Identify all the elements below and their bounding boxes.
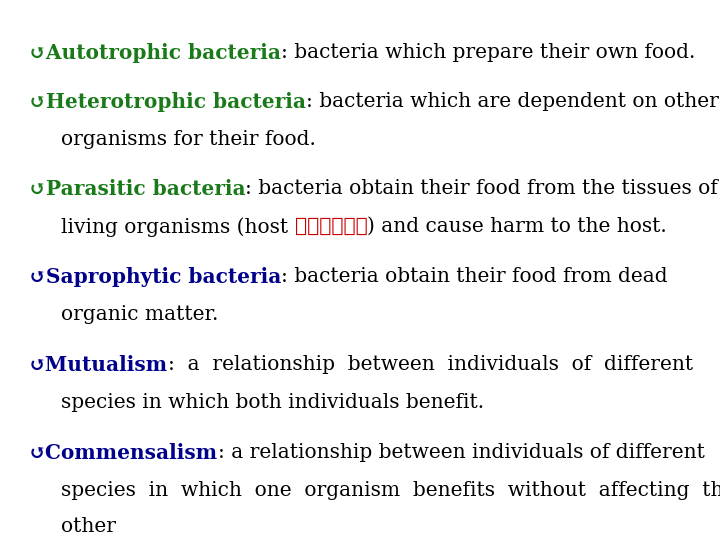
Text: ↺Saprophytic bacteria: ↺Saprophytic bacteria bbox=[29, 267, 282, 287]
Text: ↺Autotrophic bacteria: ↺Autotrophic bacteria bbox=[29, 43, 281, 63]
Text: : bacteria obtain their food from dead: : bacteria obtain their food from dead bbox=[282, 267, 668, 286]
Text: organic matter.: organic matter. bbox=[61, 305, 219, 324]
Text: ↺Mutualism: ↺Mutualism bbox=[29, 355, 168, 375]
Text: species  in  which  one  organism  benefits  without  affecting  the: species in which one organism benefits w… bbox=[61, 481, 720, 500]
Text: ↺Commensalism: ↺Commensalism bbox=[29, 443, 218, 463]
Text: :  a  relationship  between  individuals  of  different: : a relationship between individuals of … bbox=[168, 355, 693, 374]
Text: organisms for their food.: organisms for their food. bbox=[61, 130, 316, 148]
Text: species in which both individuals benefit.: species in which both individuals benefi… bbox=[61, 393, 485, 412]
Text: other: other bbox=[61, 517, 116, 536]
Text: ↺Heterotrophic bacteria: ↺Heterotrophic bacteria bbox=[29, 92, 306, 112]
Text: living organisms (host: living organisms (host bbox=[61, 217, 294, 237]
Text: ↺Parasitic bacteria: ↺Parasitic bacteria bbox=[29, 179, 246, 199]
Text: : bacteria obtain their food from the tissues of: : bacteria obtain their food from the ti… bbox=[246, 179, 718, 198]
Text: : bacteria which prepare their own food.: : bacteria which prepare their own food. bbox=[281, 43, 696, 62]
Text: العائل: العائل bbox=[294, 217, 367, 236]
Text: ) and cause harm to the host.: ) and cause harm to the host. bbox=[367, 217, 667, 236]
Text: : a relationship between individuals of different: : a relationship between individuals of … bbox=[218, 443, 705, 462]
Text: : bacteria which are dependent on other: : bacteria which are dependent on other bbox=[306, 92, 719, 111]
